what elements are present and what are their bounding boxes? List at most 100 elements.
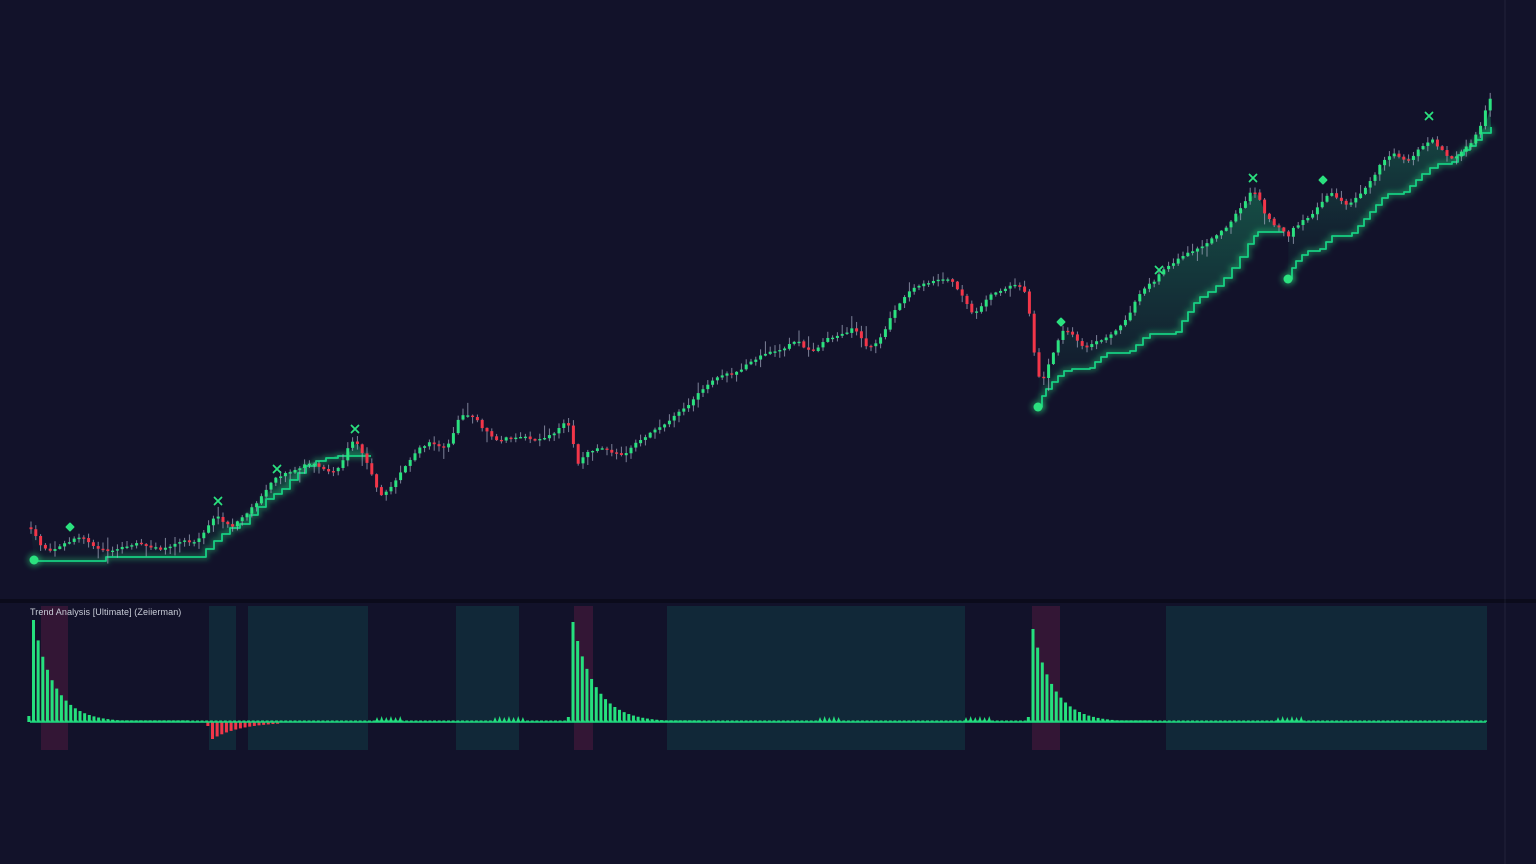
- hist-noise-bar: [540, 720, 543, 722]
- hist-noise-bar: [1265, 720, 1269, 722]
- regime-zone-bull: [248, 606, 368, 750]
- candle-body: [1416, 149, 1420, 157]
- candle-body: [365, 453, 369, 463]
- candle-body: [159, 547, 163, 550]
- candle-body: [135, 543, 139, 546]
- hist-bump: [497, 716, 502, 722]
- hist-bump: [1299, 716, 1304, 722]
- hist-noise-bar: [358, 720, 362, 722]
- candle-body: [485, 427, 489, 432]
- candle-body: [922, 283, 926, 287]
- hist-bar: [248, 722, 252, 727]
- hist-noise-bar: [1181, 720, 1185, 722]
- hist-noise-bar: [1288, 720, 1292, 722]
- hist-noise-bar: [795, 720, 799, 722]
- candle-body: [1435, 139, 1439, 147]
- candle-body: [845, 332, 849, 334]
- hist-noise-bar: [935, 720, 939, 722]
- candle-body: [605, 448, 609, 450]
- hist-bar: [211, 722, 214, 739]
- hist-noise-bar: [879, 720, 883, 722]
- hist-noise-bar: [930, 720, 934, 722]
- hist-bar: [120, 720, 124, 722]
- candle-body: [1320, 201, 1324, 208]
- candle-body: [931, 280, 935, 284]
- candle-body: [307, 463, 311, 466]
- candle-body: [255, 503, 259, 508]
- x-cross-marker: [213, 496, 223, 506]
- candle-body: [552, 433, 556, 436]
- hist-noise-bar: [1451, 720, 1455, 722]
- hist-noise-bar: [1172, 720, 1176, 722]
- candle-body: [1003, 288, 1007, 292]
- hist-noise-bar: [214, 720, 218, 722]
- hist-noise-bar: [1274, 720, 1278, 722]
- hist-bar: [83, 713, 87, 722]
- hist-noise-bar: [781, 720, 785, 722]
- candle-body: [759, 355, 763, 360]
- hist-noise-bar: [200, 720, 204, 722]
- candle-body: [1378, 164, 1382, 175]
- hist-noise-bar: [1246, 720, 1250, 722]
- hist-noise-bar: [409, 720, 413, 722]
- candle-body: [1152, 281, 1156, 284]
- hist-noise-bar: [479, 720, 483, 722]
- candle-body: [1224, 227, 1228, 231]
- hist-noise-bar: [1316, 720, 1320, 722]
- stop-line-segment-3: [1288, 127, 1492, 280]
- candle-body: [912, 287, 916, 292]
- candle-body: [34, 529, 38, 537]
- hist-noise-bar: [772, 720, 776, 722]
- candle-body: [1104, 337, 1108, 341]
- hist-noise-bar: [893, 720, 897, 722]
- hist-noise-bar: [465, 720, 469, 722]
- candle-body: [653, 429, 657, 433]
- candle-body: [77, 537, 81, 540]
- hist-noise-bar: [1483, 720, 1487, 722]
- candle-body: [1445, 150, 1449, 156]
- candle-body: [1488, 98, 1492, 111]
- candle-body: [792, 341, 796, 344]
- hist-noise-bar: [302, 720, 306, 722]
- candle-body: [1455, 156, 1459, 159]
- candle-body: [1354, 197, 1358, 203]
- hist-noise-bar: [842, 720, 846, 722]
- hist-bump: [379, 716, 384, 722]
- hist-bar: [608, 703, 612, 722]
- candle-body: [1253, 192, 1257, 194]
- hist-noise-bar: [944, 720, 948, 722]
- hist-noise-bar: [767, 720, 771, 722]
- candle-body: [1287, 231, 1291, 237]
- candle-body: [1301, 220, 1305, 225]
- hist-noise-bar: [721, 720, 725, 722]
- hist-noise-bar: [749, 720, 753, 722]
- hist-bump: [968, 716, 973, 722]
- hist-noise-bar: [451, 720, 455, 722]
- hist-bar: [669, 720, 673, 722]
- hist-noise-bar: [526, 720, 530, 722]
- candle-body: [864, 338, 868, 347]
- hist-noise-bar: [1395, 720, 1399, 722]
- candle-body: [1143, 288, 1147, 294]
- hist-bar: [27, 716, 31, 722]
- regime-zone-bull: [456, 606, 519, 750]
- hist-bar: [659, 720, 663, 722]
- candle-body: [975, 311, 979, 313]
- hist-bump: [1289, 716, 1294, 722]
- diamond-marker: [1056, 317, 1066, 327]
- hist-noise-bar: [256, 720, 260, 722]
- candle-body: [1061, 330, 1065, 340]
- candle-body: [778, 350, 782, 352]
- candle-body: [447, 443, 451, 448]
- hist-bar: [1026, 717, 1030, 722]
- candle-body: [48, 548, 52, 551]
- hist-bar: [678, 720, 682, 722]
- candle-body: [706, 384, 710, 390]
- hist-noise-bar: [1302, 720, 1306, 722]
- hist-noise-bar: [1330, 720, 1334, 722]
- candle-body: [509, 437, 513, 440]
- candle-body: [461, 415, 465, 420]
- trend-analysis-histogram: [27, 620, 1487, 739]
- hist-bar: [115, 720, 119, 722]
